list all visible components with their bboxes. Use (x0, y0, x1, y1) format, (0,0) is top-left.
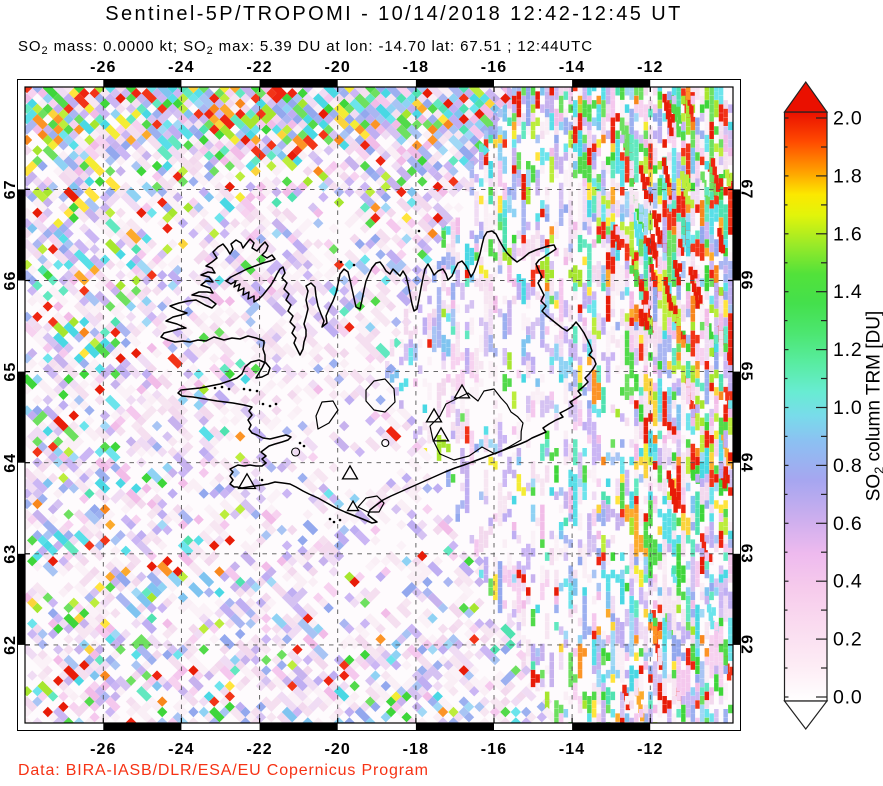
svg-text:-12: -12 (637, 741, 663, 758)
svg-text:-20: -20 (324, 59, 350, 76)
svg-text:65: 65 (2, 362, 19, 382)
svg-text:62: 62 (2, 635, 19, 655)
svg-text:Data: BIRA-IASB/DLR/ESA/EU Cop: Data: BIRA-IASB/DLR/ESA/EU Copernicus Pr… (18, 762, 429, 779)
svg-text:SO2 mass: 0.0000 kt; SO2 max:: SO2 mass: 0.0000 kt; SO2 max: 5.39 DU at… (18, 38, 593, 57)
svg-text:-24: -24 (168, 741, 194, 758)
svg-text:64: 64 (738, 453, 755, 473)
svg-text:-14: -14 (559, 741, 585, 758)
svg-text:1.4: 1.4 (833, 281, 863, 303)
svg-text:62: 62 (738, 635, 755, 655)
svg-text:-12: -12 (637, 59, 663, 76)
svg-text:1.2: 1.2 (833, 339, 863, 361)
svg-text:-16: -16 (481, 59, 507, 76)
svg-text:-14: -14 (559, 59, 585, 76)
svg-text:67: 67 (738, 179, 755, 199)
svg-text:-26: -26 (90, 59, 116, 76)
svg-text:SO2 column TRM [DU]: SO2 column TRM [DU] (864, 311, 883, 502)
svg-text:1.8: 1.8 (833, 165, 863, 187)
svg-text:65: 65 (738, 362, 755, 382)
svg-text:66: 66 (738, 271, 755, 291)
svg-text:-22: -22 (246, 59, 272, 76)
svg-text:2.0: 2.0 (833, 108, 863, 130)
svg-text:0.0: 0.0 (833, 687, 863, 709)
svg-text:63: 63 (738, 544, 755, 564)
svg-text:-24: -24 (168, 59, 194, 76)
svg-text:-18: -18 (403, 741, 429, 758)
svg-text:-18: -18 (403, 59, 429, 76)
svg-text:0.6: 0.6 (833, 513, 863, 535)
svg-text:64: 64 (2, 453, 19, 473)
svg-text:1.0: 1.0 (833, 397, 863, 419)
svg-text:Sentinel-5P/TROPOMI - 10/14/20: Sentinel-5P/TROPOMI - 10/14/2018 12:42-1… (105, 3, 683, 25)
svg-text:-16: -16 (481, 741, 507, 758)
svg-text:1.6: 1.6 (833, 223, 863, 245)
svg-text:0.2: 0.2 (833, 629, 863, 651)
svg-text:-22: -22 (246, 741, 272, 758)
svg-text:0.8: 0.8 (833, 455, 863, 477)
svg-text:66: 66 (2, 271, 19, 291)
svg-text:-20: -20 (324, 741, 350, 758)
svg-text:0.4: 0.4 (833, 571, 863, 593)
svg-text:67: 67 (2, 179, 19, 199)
svg-text:63: 63 (2, 544, 19, 564)
svg-text:-26: -26 (90, 741, 116, 758)
